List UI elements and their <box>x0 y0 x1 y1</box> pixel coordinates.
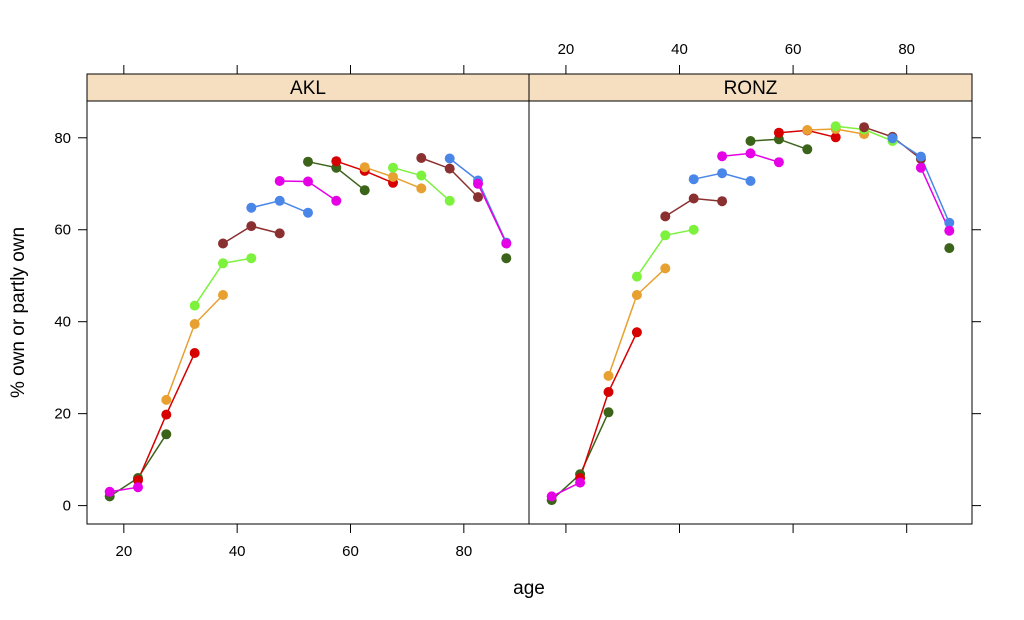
data-point <box>473 178 483 189</box>
x-axis-label: age <box>513 578 545 599</box>
data-point <box>303 156 313 167</box>
data-point <box>416 183 427 194</box>
data-point <box>246 221 257 232</box>
x-tick-label-bottom: 20 <box>115 543 132 560</box>
data-point <box>915 162 926 173</box>
data-point <box>859 122 870 133</box>
x-tick-label-top: 80 <box>898 41 915 58</box>
data-point <box>161 394 172 405</box>
data-point <box>416 153 427 163</box>
data-point <box>603 387 614 397</box>
series-line <box>551 481 581 498</box>
y-tick-label: 40 <box>54 314 71 331</box>
data-point <box>944 243 955 254</box>
x-tick-label-bottom: 60 <box>342 543 359 560</box>
strip-label: AKL <box>290 78 326 99</box>
data-point <box>473 192 483 203</box>
data-point <box>603 370 614 381</box>
data-point <box>303 207 313 218</box>
series-line <box>477 183 507 244</box>
data-point <box>717 151 728 162</box>
data-point <box>388 171 398 182</box>
data-point <box>631 271 642 282</box>
y-tick-label: 80 <box>54 130 71 147</box>
data-point <box>830 121 841 132</box>
x-tick-label-bottom: 40 <box>229 543 246 560</box>
data-point <box>303 176 313 187</box>
data-point <box>688 193 699 204</box>
data-point <box>773 127 784 138</box>
data-point <box>416 170 427 181</box>
data-point <box>444 195 455 206</box>
y-tick-label: 60 <box>54 222 71 239</box>
data-point <box>660 230 671 241</box>
data-point <box>887 133 898 144</box>
data-point <box>331 156 342 167</box>
data-point <box>944 225 955 236</box>
data-point <box>161 409 172 420</box>
data-point <box>331 195 342 206</box>
strip-1 <box>528 73 973 102</box>
data-point <box>802 125 813 135</box>
data-point <box>660 211 671 222</box>
data-point <box>631 290 642 300</box>
data-point <box>388 162 398 173</box>
data-point <box>688 174 699 185</box>
series-line <box>920 167 950 232</box>
data-point <box>359 162 370 173</box>
data-point <box>660 263 671 274</box>
data-point <box>218 258 228 269</box>
series-line <box>165 294 224 401</box>
data-point <box>189 348 200 358</box>
x-tick-label-top: 40 <box>671 41 688 58</box>
data-point <box>501 238 512 249</box>
data-point <box>745 148 756 159</box>
data-point <box>944 217 955 228</box>
data-point <box>546 491 557 502</box>
data-point <box>915 151 926 162</box>
data-point <box>802 144 813 155</box>
data-point <box>631 327 642 338</box>
x-tick-label-bottom: 80 <box>455 543 472 560</box>
data-point <box>830 132 841 143</box>
strip-0 <box>86 73 530 102</box>
data-point <box>161 429 172 440</box>
data-point <box>274 176 285 186</box>
data-point <box>133 475 143 486</box>
series-line <box>607 267 666 377</box>
data-point <box>688 224 699 235</box>
data-point <box>133 482 143 493</box>
y-tick-label: 0 <box>63 498 71 515</box>
data-point <box>745 136 756 146</box>
data-point <box>603 407 614 418</box>
data-point <box>274 228 285 239</box>
strip-label: RONZ <box>724 78 778 99</box>
data-point <box>717 168 728 179</box>
data-point <box>274 195 285 206</box>
x-tick-label-top: 60 <box>785 41 802 58</box>
data-point <box>773 157 784 168</box>
x-tick-label-top: 20 <box>558 41 575 58</box>
data-point <box>246 202 257 213</box>
data-point <box>575 477 586 488</box>
y-axis-label: % own or partly own <box>8 227 29 398</box>
y-tick-label: 20 <box>54 406 71 423</box>
data-point <box>359 185 370 196</box>
data-point <box>501 253 512 264</box>
data-point <box>444 163 455 174</box>
data-point <box>104 486 115 497</box>
data-point <box>717 196 728 207</box>
data-point <box>189 319 200 329</box>
data-point <box>745 176 756 186</box>
panel-frame-1 <box>528 100 973 525</box>
data-point <box>246 253 257 264</box>
data-point <box>218 290 228 300</box>
data-point <box>444 153 455 164</box>
data-point <box>218 238 228 249</box>
data-point <box>189 300 200 311</box>
